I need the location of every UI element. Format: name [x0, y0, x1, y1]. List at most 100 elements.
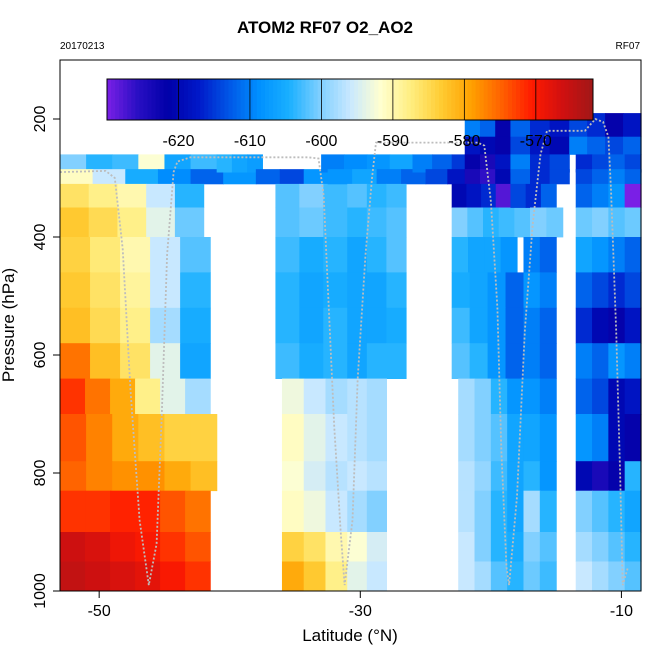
- heatmap-cell: [110, 532, 136, 562]
- heatmap-cell: [587, 136, 606, 155]
- heatmap-cell: [120, 237, 151, 273]
- heatmap-cell: [281, 414, 305, 462]
- heatmap-cell: [185, 490, 211, 533]
- heatmap-cell: [366, 378, 387, 415]
- colorbar-swatch: [135, 79, 140, 120]
- heatmap-cell: [366, 207, 387, 238]
- heatmap-cell: [401, 169, 427, 185]
- heatmap-cell: [495, 183, 512, 208]
- heatmap-cell: [185, 561, 211, 592]
- heatmap-cell: [608, 169, 626, 185]
- heatmap-cell: [447, 169, 470, 185]
- heatmap-cell: [216, 154, 233, 173]
- heatmap-cell: [366, 307, 387, 344]
- colorbar-swatch: [422, 79, 428, 120]
- y-tick-label: 800: [32, 460, 49, 487]
- heatmap-cell: [624, 532, 642, 562]
- heatmap-cell: [303, 169, 329, 185]
- colorbar-swatch: [475, 79, 481, 120]
- heatmap-cell: [376, 169, 402, 185]
- heatmap-cell: [352, 169, 378, 185]
- heatmap-cell: [510, 154, 531, 173]
- heatmap-cell: [117, 207, 147, 238]
- heatmap-cell: [323, 343, 348, 379]
- heatmap-cell: [510, 169, 531, 185]
- heatmap-cell: [299, 272, 324, 309]
- colorbar-swatch: [171, 79, 177, 120]
- heatmap-cell: [347, 490, 368, 533]
- heatmap-cell: [539, 307, 557, 344]
- colorbar-swatch: [418, 79, 424, 120]
- heatmap-cell: [112, 461, 139, 492]
- heatmap-cell: [507, 414, 525, 462]
- heatmap-cell: [303, 414, 327, 462]
- heatmap-cell: [592, 414, 609, 462]
- x-tick-label: -10: [610, 603, 633, 620]
- date-label: 20170213: [60, 41, 105, 52]
- heatmap-cell: [474, 378, 492, 415]
- heatmap-cell: [60, 490, 86, 533]
- heatmap-cell: [495, 154, 512, 173]
- x-axis-title: Latitude (°N): [302, 626, 398, 645]
- heatmap-cell: [323, 183, 348, 208]
- colorbar-frame: [106, 78, 594, 121]
- heatmap-cell: [523, 461, 541, 492]
- heatmap-cell: [160, 561, 186, 592]
- heatmap-cell: [505, 343, 525, 379]
- heatmap-cell: [530, 136, 551, 155]
- heatmap-cell: [323, 207, 348, 238]
- colorbar-swatch: [568, 79, 574, 120]
- heatmap-cell: [279, 169, 305, 185]
- heatmap-cell: [223, 169, 257, 185]
- heatmap-cell: [469, 272, 489, 309]
- colorbar-swatch: [107, 79, 112, 120]
- heatmap-cell: [592, 343, 609, 379]
- heatmap-cell: [125, 169, 159, 185]
- colorbar-swatch: [471, 79, 477, 120]
- heatmap-cell: [180, 237, 211, 273]
- heatmap-cell: [575, 561, 593, 592]
- colorbar-swatch: [350, 79, 355, 120]
- heatmap-cell: [505, 272, 525, 309]
- heatmap-cell: [60, 414, 87, 462]
- heatmap-cell: [575, 307, 593, 344]
- heatmap-cell: [88, 207, 119, 238]
- colorbar-swatch: [200, 79, 205, 120]
- heatmap-cell: [325, 532, 348, 562]
- heatmap-cell: [60, 378, 86, 415]
- heatmap-cell: [466, 183, 482, 208]
- heatmap-cell: [366, 532, 387, 562]
- heatmap-cell: [608, 378, 626, 415]
- heatmap-cell: [592, 561, 609, 592]
- x-tick-label: -30: [349, 603, 372, 620]
- heatmap-cell: [366, 183, 387, 208]
- heatmap-cell: [160, 490, 186, 533]
- colorbar-swatch: [426, 79, 432, 120]
- heatmap-cell: [275, 343, 300, 379]
- heatmap-cell: [327, 169, 353, 185]
- heatmap-cell: [303, 378, 327, 415]
- colorbar-tick-label: -570: [520, 133, 552, 150]
- colorbar-swatch: [248, 79, 254, 120]
- colorbar-swatch: [345, 79, 351, 120]
- colorbar-swatch: [528, 79, 533, 120]
- heatmap-cell: [325, 414, 348, 462]
- heatmap-cell: [347, 461, 368, 492]
- heatmap-cell: [507, 532, 525, 562]
- heatmap-cell: [366, 414, 387, 462]
- heatmap-cell: [157, 169, 192, 185]
- heatmap-cell: [575, 490, 593, 533]
- heatmap-cell: [432, 154, 453, 173]
- y-tick-label: 1000: [32, 573, 49, 609]
- colorbar-swatch: [382, 79, 387, 120]
- heatmap-cell: [624, 561, 642, 592]
- colorbar-swatch: [220, 79, 225, 120]
- colorbar-swatch: [491, 79, 497, 120]
- colorbar-swatch: [451, 79, 456, 120]
- heatmap-cell: [85, 490, 111, 533]
- heatmap-cell: [608, 207, 626, 238]
- heatmap-cell: [474, 532, 492, 562]
- heatmap-cell: [624, 461, 642, 492]
- colorbar-swatch: [309, 79, 315, 120]
